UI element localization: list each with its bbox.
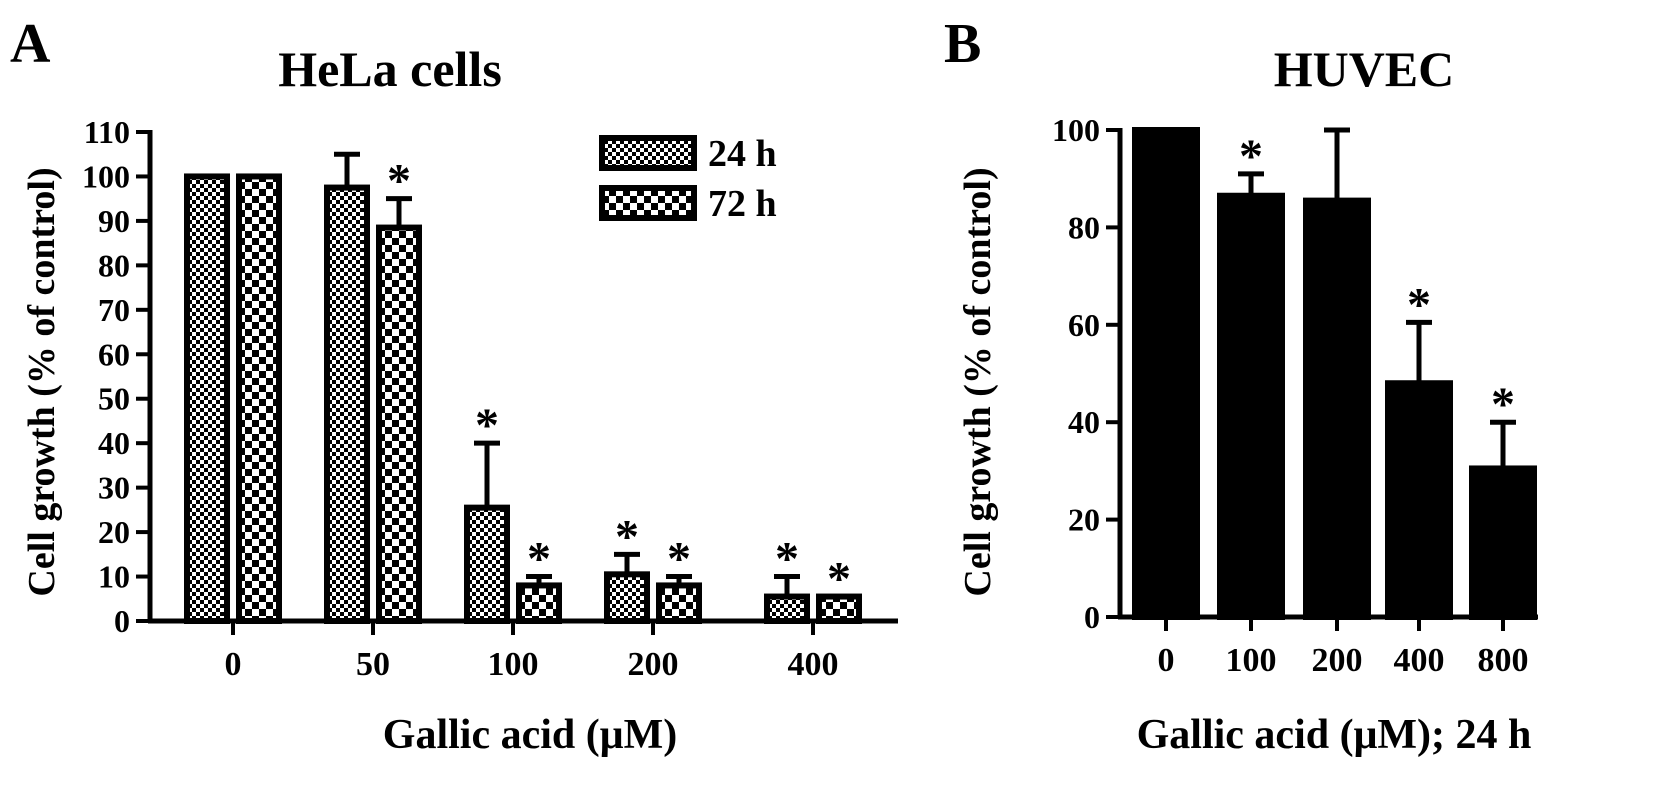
- panel-a-title: HeLa cells: [278, 41, 502, 97]
- panel-a-y-tick-label: 110: [84, 114, 130, 150]
- panel-a-significance-mark: *: [387, 155, 411, 208]
- panel-b-x-tick-label: 100: [1226, 642, 1277, 679]
- panel-b-x-tick-label: 400: [1394, 642, 1445, 679]
- panel-b-bar: [1469, 465, 1537, 620]
- panel-a-y-tick-label: 60: [98, 336, 130, 372]
- panel-a-bar: [184, 173, 230, 624]
- panel-a-bar: [516, 582, 562, 624]
- panel-b-x-axis-label: Gallic acid (μM); 24 h: [1137, 712, 1532, 758]
- panel-a-bar: [604, 571, 650, 625]
- panel-b-y-tick-label: 20: [1068, 502, 1100, 538]
- panel-a-bar: [764, 593, 810, 624]
- panel-a-y-tick-label: 100: [82, 158, 130, 194]
- panel-a-significance-mark: *: [827, 553, 851, 606]
- panel-b-bar: [1385, 380, 1453, 620]
- panel-a-bar: [376, 224, 422, 624]
- panel-a-x-tick-label: 50: [356, 646, 390, 683]
- panel-a-legend-label: 24 h: [708, 133, 777, 175]
- panel-a-y-tick-label: 20: [98, 514, 130, 550]
- panel-a-legend-swatch: [599, 185, 697, 221]
- panel-b-significance-mark: *: [1407, 278, 1431, 331]
- panel-b-bar: [1217, 192, 1285, 620]
- panel-a-y-axis-label: Cell growth (% of control): [21, 167, 63, 596]
- panel-a-label: A: [10, 13, 51, 75]
- panel-b-y-tick-label: 0: [1084, 599, 1100, 635]
- panel-a-legend-swatch: [599, 135, 697, 171]
- panel-b-bar: [1303, 197, 1371, 621]
- panel-a-y-tick-label: 90: [98, 203, 130, 239]
- panel-a-x-tick-label: 400: [788, 646, 839, 683]
- panel-a-y-tick-label: 40: [98, 425, 130, 461]
- panel-b-y-tick-label: 40: [1068, 404, 1100, 440]
- panel-a-plot: 0 10 20 30 40 50 60 70 80 90 100 110 0 50 100 200 400 * * *…: [82, 114, 898, 683]
- panel-a-x-axis-label: Gallic acid (μM): [383, 712, 677, 758]
- panel-a-y-tick-label: 30: [98, 470, 130, 506]
- panel-b-title: HUVEC: [1274, 41, 1455, 97]
- panel-b-x-tick-label: 0: [1158, 642, 1175, 679]
- panel-a-y-tick-label: 10: [98, 559, 130, 595]
- panel-b-y-axis-label: Cell growth (% of control): [957, 167, 999, 596]
- panel-a-bar: [816, 593, 862, 624]
- panel-b-y-tick-label: 100: [1052, 112, 1100, 148]
- panel-a-y-tick-label: 0: [114, 603, 130, 639]
- panel-a-significance-mark: *: [667, 533, 691, 586]
- panel-b-bar: [1132, 127, 1200, 620]
- panel-b-x-tick-label: 800: [1478, 642, 1529, 679]
- panel-a-bar: [324, 184, 370, 624]
- panel-a-significance-mark: *: [775, 533, 799, 586]
- panel-b-label: B: [944, 13, 981, 75]
- panel-b-x-tick-label: 200: [1312, 642, 1363, 679]
- panel-a-x-tick-label: 200: [628, 646, 679, 683]
- panel-a-y-tick-label: 70: [98, 292, 130, 328]
- panel-a-bar: [236, 173, 282, 624]
- panel-a-significance-mark: *: [475, 399, 499, 452]
- panel-a-significance-mark: *: [615, 510, 639, 563]
- panel-b-plot: 0 20 40 60 80 100 0 100 200 400 800 * * *: [1052, 112, 1538, 679]
- panel-a-y-tick-label: 80: [98, 247, 130, 283]
- panel-b-significance-mark: *: [1491, 378, 1515, 431]
- panel-b-y-tick-label: 80: [1068, 209, 1100, 245]
- panel-a-bar: [656, 582, 702, 624]
- panel-a-significance-mark: *: [527, 533, 551, 586]
- panel-b-y-tick-label: 60: [1068, 307, 1100, 343]
- panel-a-bar: [464, 504, 510, 624]
- panel-a-x-tick-label: 0: [225, 646, 242, 683]
- panel-a-y-tick-label: 50: [98, 381, 130, 417]
- panel-a-legend-label: 72 h: [708, 183, 777, 225]
- panel-a-x-tick-label: 100: [488, 646, 539, 683]
- panel-b-significance-mark: *: [1239, 130, 1263, 183]
